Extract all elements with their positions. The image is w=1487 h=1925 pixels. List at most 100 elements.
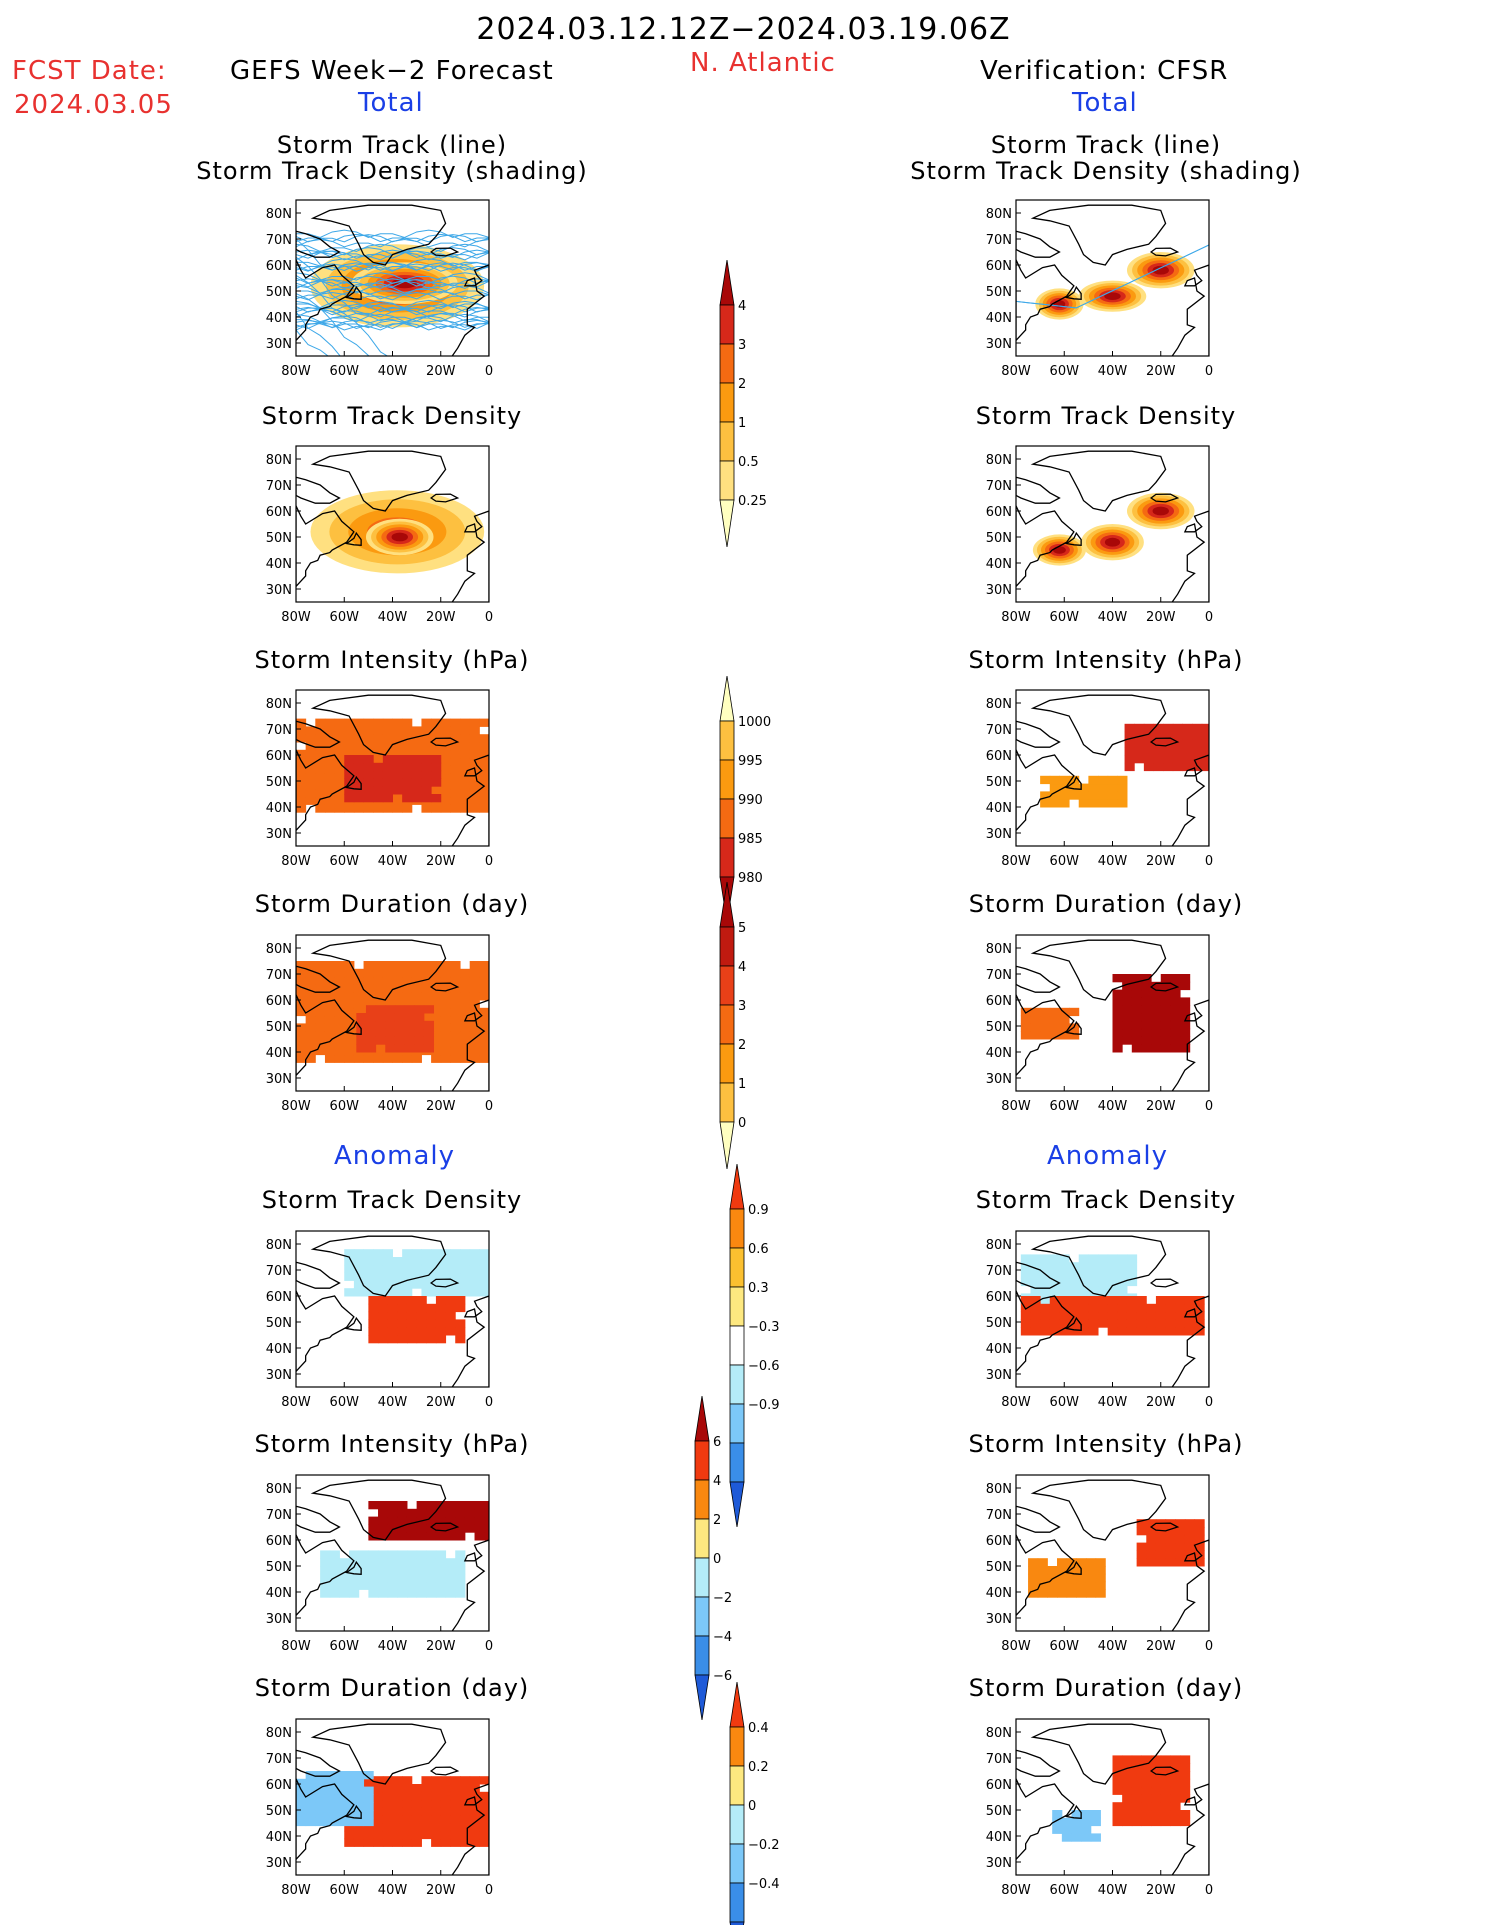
coastline (1016, 230, 1061, 258)
lat-tick-label: 50N (986, 1316, 1012, 1331)
grid-cell (421, 976, 432, 985)
grid-cell (460, 1023, 471, 1032)
grid-cell (411, 1830, 422, 1840)
colorbar-label: −6 (713, 1669, 732, 1684)
grid-cell (363, 1054, 374, 1063)
grid-cell (1141, 989, 1152, 998)
grid-cell (1180, 1786, 1191, 1795)
grid-cell (1201, 762, 1209, 772)
grid-cell (1061, 1817, 1072, 1827)
lat-tick-label: 50N (266, 1804, 292, 1819)
colorbar-swatch (719, 421, 735, 462)
grid-cell (1059, 1015, 1070, 1024)
lat-tick-label: 60N (986, 994, 1012, 1009)
grid-cell (1040, 1285, 1051, 1294)
grid-cell (305, 1000, 316, 1009)
grid-cell (404, 1013, 415, 1022)
lon-tick-label: 0 (485, 1639, 493, 1654)
grid-cell (406, 1524, 418, 1533)
coastline (1016, 1778, 1075, 1861)
lat-tick-label: 80N (266, 1482, 292, 1497)
grid-cell (450, 1815, 461, 1824)
grid-cell (455, 1516, 466, 1525)
grid-cell (358, 1581, 369, 1590)
grid-cell (1124, 762, 1135, 772)
grid-cell (1085, 1589, 1097, 1598)
grid-cell (392, 1815, 403, 1824)
grid-cell (324, 1046, 336, 1056)
lat-tick-label: 40N (986, 1342, 1012, 1357)
grid-cell (1160, 1755, 1171, 1764)
lon-tick-label: 20W (426, 854, 456, 869)
density-contour (1104, 292, 1121, 300)
grid-cell (431, 1249, 442, 1258)
grid-cell (1146, 1550, 1157, 1559)
grid-cell (353, 1257, 365, 1266)
grid-cell (440, 1776, 451, 1785)
grid-cell (1066, 1581, 1077, 1590)
grid-cell (1020, 1303, 1031, 1313)
grid-cell (296, 804, 307, 813)
grid-cell (1078, 1262, 1089, 1271)
grid-cell (378, 1550, 389, 1559)
grid-cell (373, 976, 384, 985)
grid-cell (416, 1581, 427, 1590)
grid-cell (460, 968, 471, 978)
grid-cell (1059, 1262, 1070, 1271)
grid-cell (1069, 1285, 1080, 1294)
grid-cell (363, 749, 374, 759)
colorbar-swatch (694, 1596, 710, 1637)
grid-cell (1107, 775, 1118, 785)
grid-cell (392, 796, 403, 805)
grid-cell (440, 1784, 451, 1793)
lon-tick-label: 80W (1001, 364, 1031, 379)
grid-cell (1155, 1534, 1167, 1544)
grid-cell (1201, 747, 1209, 756)
grid-cell (315, 1015, 326, 1024)
grid-cell (1117, 1319, 1128, 1328)
grid-cell (431, 742, 442, 751)
colorbar-label: 2 (738, 1038, 746, 1053)
grid-cell (387, 1589, 398, 1598)
grid-cell (1098, 1303, 1109, 1313)
grid-cell (450, 796, 461, 805)
grid-cell (474, 1524, 485, 1533)
grid-cell (378, 1532, 389, 1541)
grid-cell (387, 1335, 398, 1344)
grid-cell (296, 1794, 307, 1803)
colorbar-label: 2 (713, 1513, 721, 1528)
grid-cell (305, 749, 316, 759)
grid-cell (1153, 762, 1164, 772)
grid-cell (450, 1007, 461, 1017)
lat-tick-label: 40N (266, 801, 292, 816)
grid-cell (435, 1550, 447, 1559)
colorbar-swatch (694, 1479, 710, 1520)
grid-cell (373, 794, 384, 803)
grid-cell (1141, 1036, 1152, 1045)
grid-cell (1049, 799, 1060, 808)
grid-cell (363, 770, 374, 779)
grid-cell (1160, 989, 1171, 998)
grid-cell (1098, 791, 1109, 800)
grid-cell (431, 984, 442, 993)
grid-cell (353, 794, 365, 803)
grid-cell (392, 742, 403, 751)
colorbar-label: 0.25 (738, 494, 767, 509)
grid-cell (363, 992, 374, 1001)
grid-cell (402, 1272, 413, 1281)
grid-cell (416, 1311, 427, 1320)
grid-cell (1049, 1285, 1060, 1294)
lat-tick-label: 50N (266, 1020, 292, 1035)
grid-cell (373, 1000, 384, 1009)
panel-title-duration-anom-left: Storm Duration (day) (254, 1674, 530, 1702)
grid-cell (1184, 1558, 1196, 1567)
grid-cell (373, 1272, 384, 1281)
grid-cell (1160, 1028, 1171, 1037)
lon-tick-label: 80W (281, 1639, 311, 1654)
grid-cell (1131, 1020, 1142, 1030)
colorbar-swatch (719, 259, 735, 306)
grid-cell (1192, 731, 1203, 740)
grid-cell (363, 1823, 374, 1832)
grid-cell (1163, 731, 1174, 740)
grid-cell (1126, 1327, 1138, 1336)
